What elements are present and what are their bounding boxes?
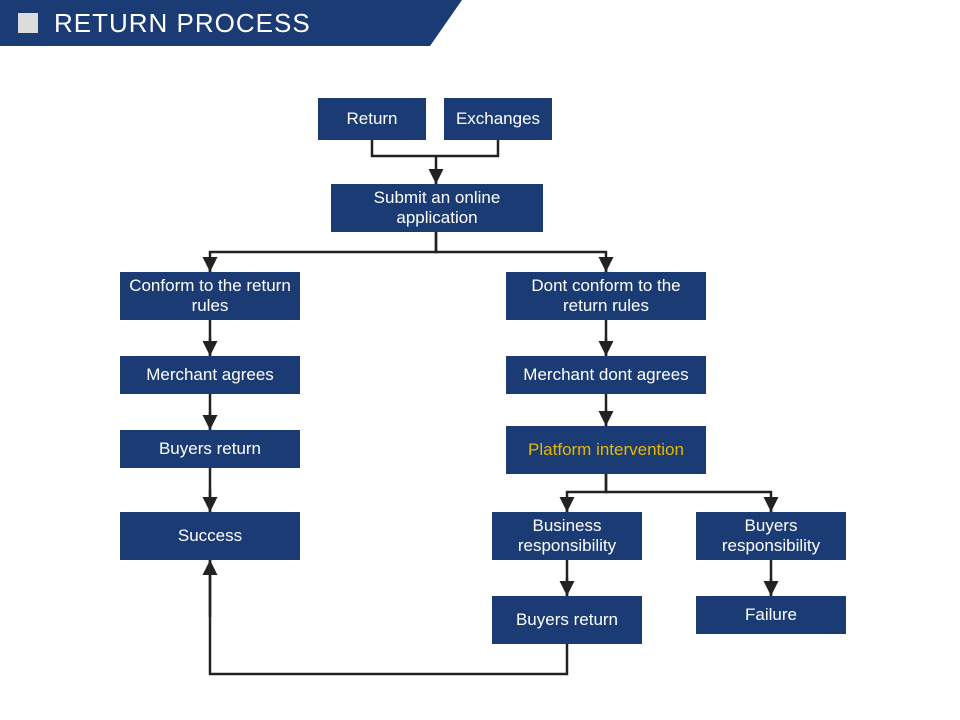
node-platform: Platform intervention xyxy=(506,426,706,474)
header-triangle xyxy=(430,0,462,46)
node-mdont: Merchant dont agrees xyxy=(506,356,706,394)
node-breturn2: Buyers return xyxy=(492,596,642,644)
node-dontconf: Dont conform to the return rules xyxy=(506,272,706,320)
node-breturn1: Buyers return xyxy=(120,430,300,468)
node-return: Return xyxy=(318,98,426,140)
page-header: PROFESSIONAL OUALITY VISIBLE RETURN PROC… xyxy=(0,0,960,46)
node-success: Success xyxy=(120,512,300,560)
node-exchanges: Exchanges xyxy=(444,98,552,140)
header-square-icon xyxy=(18,13,38,33)
node-bizresp: Business responsibility xyxy=(492,512,642,560)
header-blue-bar: RETURN PROCESS xyxy=(0,0,430,46)
node-submit: Submit an online application xyxy=(331,184,543,232)
node-failure: Failure xyxy=(696,596,846,634)
header-subtitle: PROFESSIONAL OUALITY VISIBLE xyxy=(480,16,704,30)
node-magree: Merchant agrees xyxy=(120,356,300,394)
header-grey-bar: PROFESSIONAL OUALITY VISIBLE xyxy=(440,8,952,38)
node-conform: Conform to the return rules xyxy=(120,272,300,320)
node-buyresp: Buyers responsibility xyxy=(696,512,846,560)
header-title: RETURN PROCESS xyxy=(54,8,311,39)
flowchart: Return Exchanges Submit an online applicat… xyxy=(0,46,960,720)
